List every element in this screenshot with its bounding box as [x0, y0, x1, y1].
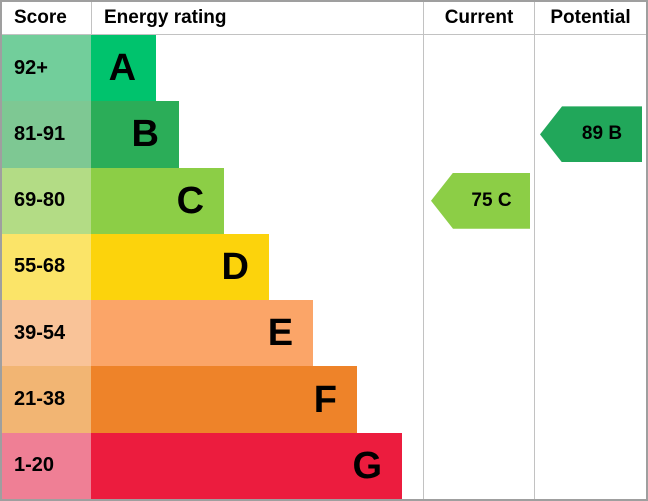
rating-bar-g: G — [91, 432, 403, 499]
band-row-g: 1-20 G — [2, 432, 646, 499]
score-range-e: 39-54 — [2, 300, 91, 367]
current-cell-d — [423, 233, 534, 301]
current-cell-e — [423, 300, 534, 367]
rating-cell-b: B — [91, 101, 423, 168]
band-row-f: 21-38 F — [2, 366, 646, 433]
score-range-c: 69-80 — [2, 167, 91, 234]
score-range-g: 1-20 — [2, 432, 91, 499]
current-cell-g — [423, 432, 534, 499]
rating-bar-f: F — [91, 366, 357, 433]
rating-bar-c: C — [91, 167, 225, 234]
band-row-b: 81-91 B 89 B — [2, 101, 646, 168]
rating-cell-d: D — [91, 233, 423, 301]
header-current: Current — [423, 2, 534, 34]
potential-cell-e — [534, 300, 646, 367]
rating-bar-e: E — [91, 300, 314, 367]
potential-cell-f — [534, 366, 646, 433]
potential-cell-g — [534, 432, 646, 499]
header-score: Score — [14, 7, 67, 28]
band-letter-g: G — [352, 444, 383, 487]
score-range-a: 92+ — [2, 35, 91, 102]
score-range-d: 55-68 — [2, 233, 91, 301]
band-letter-f: F — [313, 378, 337, 421]
rating-bar-d: D — [91, 233, 269, 301]
rating-cell-c: C — [91, 167, 423, 234]
rating-cell-e: E — [91, 300, 423, 367]
band-letter-d: D — [221, 245, 249, 288]
current-rating-arrow: 75 C — [431, 172, 530, 229]
potential-cell-b: 89 B — [534, 101, 646, 168]
score-range-f: 21-38 — [2, 366, 91, 433]
band-letter-e: E — [267, 312, 294, 355]
current-cell-f — [423, 366, 534, 433]
rating-cell-f: F — [91, 366, 423, 433]
potential-cell-a — [534, 35, 646, 102]
band-letter-a: A — [108, 47, 137, 90]
rating-cell-a: A — [91, 35, 423, 102]
header-energy-rating: Energy rating — [91, 2, 423, 34]
rating-bar-a: A — [91, 35, 157, 102]
potential-rating-arrow: 89 B — [540, 106, 642, 163]
current-cell-a — [423, 35, 534, 102]
band-row-d: 55-68 D — [2, 233, 646, 301]
band-letter-b: B — [131, 113, 159, 156]
rating-cell-g: G — [91, 432, 423, 499]
header-row: Score Energy rating Current Potential — [2, 2, 646, 35]
rating-bar-b: B — [91, 101, 179, 168]
potential-cell-c — [534, 167, 646, 234]
current-cell-c: 75 C — [423, 167, 534, 234]
potential-cell-d — [534, 233, 646, 301]
score-range-b: 81-91 — [2, 101, 91, 168]
header-potential: Potential — [534, 2, 646, 34]
band-row-c: 69-80 C 75 C — [2, 167, 646, 234]
band-letter-c: C — [176, 179, 205, 222]
band-row-a: 92+ A — [2, 35, 646, 102]
current-cell-b — [423, 101, 534, 168]
band-row-e: 39-54 E — [2, 300, 646, 367]
